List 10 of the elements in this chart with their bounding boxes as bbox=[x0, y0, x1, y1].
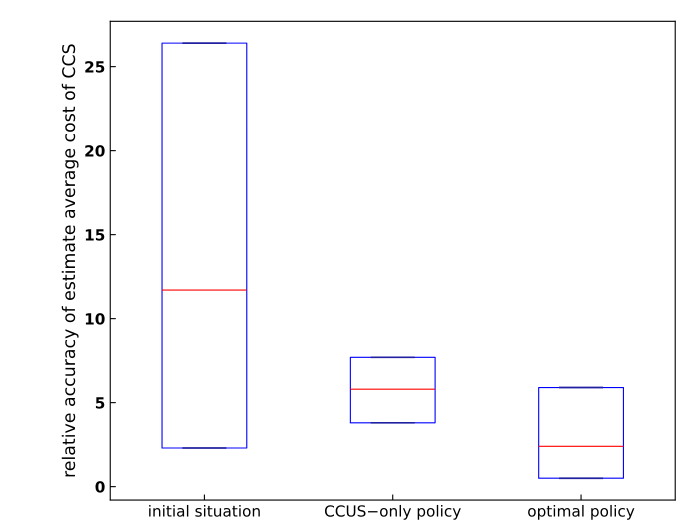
y-axis-title: relative accuracy of estimate average cost of CCS bbox=[62, 44, 79, 476]
y-tick-label: 5 bbox=[96, 397, 104, 409]
y-tick-label: 25 bbox=[85, 61, 104, 73]
y-tick-label: 10 bbox=[86, 313, 105, 325]
x-tick-label: optimal policy bbox=[528, 504, 634, 520]
x-tick-label: initial situation bbox=[149, 504, 260, 517]
y-tick-label: 0 bbox=[95, 481, 105, 493]
y-tick-label: 20 bbox=[85, 145, 105, 157]
x-tick-label: CCUS−only policy bbox=[325, 504, 461, 520]
y-tick-label: 15 bbox=[86, 229, 104, 241]
